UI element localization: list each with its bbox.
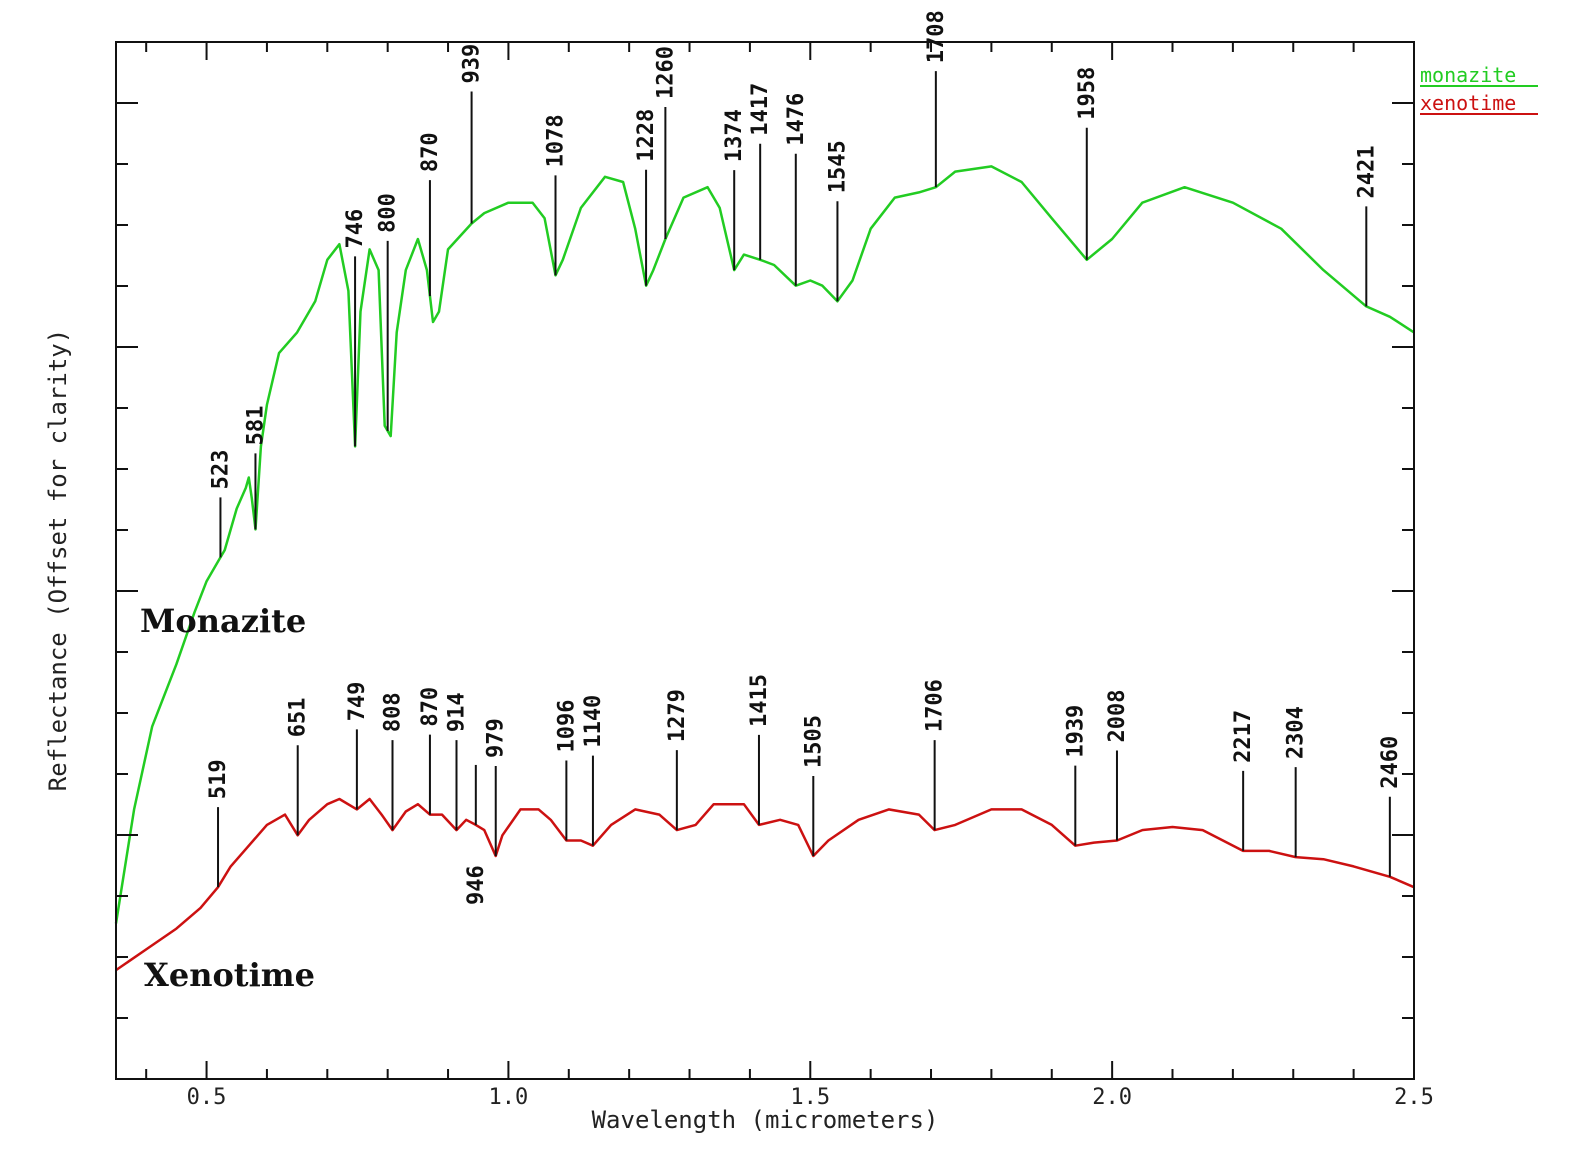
band-label: 519 <box>206 759 231 799</box>
band-label: 946 <box>464 865 489 905</box>
x-tick-label: 1.5 <box>790 1085 830 1110</box>
x-tick-label: 0.5 <box>187 1085 227 1110</box>
x-tick-label: 2.0 <box>1092 1085 1132 1110</box>
band-label: 2304 <box>1284 706 1309 759</box>
band-label: 914 <box>444 692 469 732</box>
ticks-layer: 0.5 1.0 1.5 2.0 2.5 <box>116 42 1434 1110</box>
band-label: 746 <box>343 209 368 249</box>
band-label: 749 <box>345 682 370 722</box>
band-label: 2217 <box>1231 710 1256 763</box>
series-label-xenotime: Xenotime <box>144 956 315 994</box>
x-axis-title: Wavelength (micrometers) <box>592 1106 939 1134</box>
band-label: 1706 <box>923 679 948 732</box>
legend: monazite xenotime <box>1420 63 1538 115</box>
plot-frame <box>115 41 1415 1080</box>
band-label: 939 <box>460 44 485 84</box>
band-label: 870 <box>418 132 443 172</box>
x-tick-label: 1.0 <box>489 1085 529 1110</box>
band-label: 581 <box>243 406 268 446</box>
band-label: 1505 <box>801 715 826 768</box>
band-label: 800 <box>376 193 401 233</box>
legend-entry-xenotime: xenotime <box>1420 91 1516 115</box>
band-label: 1374 <box>722 109 747 162</box>
band-label: 2421 <box>1354 145 1379 198</box>
band-label: 1415 <box>747 674 772 727</box>
band-label: 870 <box>418 687 443 727</box>
series-line-xenotime <box>115 797 1415 972</box>
band-label: 1417 <box>748 83 773 136</box>
band-label: 2460 <box>1378 736 1403 789</box>
band-label: 979 <box>484 718 509 758</box>
band-label: 1279 <box>665 689 690 742</box>
legend-entry-monazite: monazite <box>1420 63 1516 87</box>
band-label: 1228 <box>634 109 659 162</box>
band-label: 1078 <box>544 114 569 167</box>
band-label: 1708 <box>924 10 949 63</box>
band-label: 1958 <box>1075 67 1100 120</box>
x-tick-label: 2.5 <box>1394 1085 1434 1110</box>
curves-layer <box>114 165 1415 972</box>
band-markers-layer: 523 581 746 800 870 939 1078 1228 1260 1374 1417 14… <box>206 10 1403 905</box>
band-label: 1096 <box>554 700 579 753</box>
band-label: 808 <box>381 692 406 732</box>
band-label: 1939 <box>1063 705 1088 758</box>
band-label: 1545 <box>825 140 850 193</box>
band-label: 2008 <box>1105 690 1130 743</box>
band-label: 1140 <box>581 695 606 748</box>
band-label: 1476 <box>784 93 809 146</box>
y-axis-title: Reflectance (Offset for clarity) <box>44 329 72 791</box>
band-label: 523 <box>208 450 233 490</box>
band-label: 1260 <box>653 46 678 99</box>
band-label: 651 <box>286 698 311 738</box>
series-label-monazite: Monazite <box>140 602 306 640</box>
series-line-monazite <box>114 165 1415 924</box>
